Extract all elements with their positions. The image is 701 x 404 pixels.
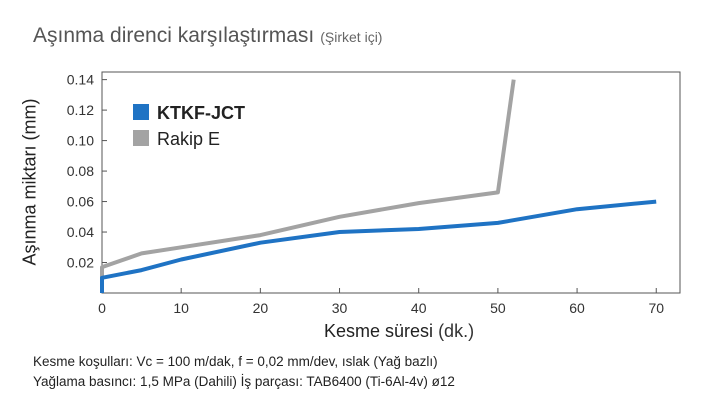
lubrication-workpiece-note: Yağlama basıncı: 1,5 MPa (Dahili) İş par… [33, 374, 455, 389]
x-tick-label: 20 [253, 300, 269, 316]
y-axis-label: Aşınma miktarı (mm) [19, 98, 40, 266]
chart-title-text: Aşınma direnci karşılaştırması [33, 24, 315, 47]
x-axis-label: Kesme süresi (dk.) [324, 321, 474, 342]
chart-subtitle: (Şirket içi) [320, 29, 383, 45]
plot-frame [101, 71, 681, 294]
x-axis-label-text: Kesme süresi [324, 321, 434, 341]
x-tick-label: 50 [490, 300, 506, 316]
legend-label: Rakip E [157, 129, 220, 149]
y-tick-label: 0.10 [67, 133, 94, 149]
y-tick-label: 0.08 [67, 163, 94, 179]
legend-swatch [133, 130, 149, 146]
x-tick-label: 40 [411, 300, 427, 316]
y-tick-label: 0.02 [67, 255, 94, 271]
x-tick-label: 10 [173, 300, 189, 316]
chart-legend: KTKF-JCT Rakip E [133, 103, 245, 149]
chart-series [100, 79, 657, 293]
chart-axes: 0.02 0.04 0.06 0.08 0.10 0.12 0.14 0 10 20 30 40 50 6… [67, 71, 681, 316]
series-line [100, 199, 657, 293]
test-conditions: Kesme koşulları: Vc = 100 m/dak, f = 0,0… [33, 352, 455, 392]
x-tick-label: 60 [569, 300, 585, 316]
y-tick-label: 0.06 [67, 194, 94, 210]
series-line [100, 79, 516, 293]
legend-swatch [133, 104, 149, 120]
chart-title: Aşınma direnci karşılaştırması (Şirket iç… [33, 24, 382, 48]
x-tick-label: 30 [332, 300, 348, 316]
y-tick-label: 0.04 [67, 224, 94, 240]
legend-label: KTKF-JCT [157, 103, 245, 123]
x-axis-unit: (dk.) [438, 321, 475, 341]
x-tick-label: 0 [98, 300, 106, 316]
y-tick-label: 0.14 [67, 72, 94, 88]
y-tick-label: 0.12 [67, 102, 94, 118]
cutting-conditions-note: Kesme koşulları: Vc = 100 m/dak, f = 0,0… [33, 354, 438, 369]
x-tick-label: 70 [648, 300, 664, 316]
